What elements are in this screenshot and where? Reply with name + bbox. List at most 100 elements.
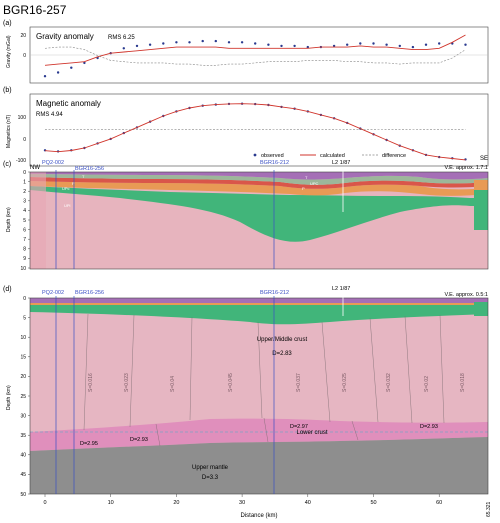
lower-crust-densities: D=2.95 D=2.93 D=2.97 D=2.93: [80, 424, 438, 447]
observed-point: [359, 42, 362, 45]
panel-a-label: (a): [3, 20, 12, 27]
density-label: D=2.93: [420, 424, 438, 430]
ytick-label: 7: [23, 237, 26, 243]
observed-point: [122, 47, 126, 50]
susceptibility-label: S=0.018: [460, 373, 466, 392]
observed-point: [293, 44, 296, 48]
panel-d-xticks: 0 10 20 30 40 50 60: [43, 494, 442, 506]
observed-point: [56, 71, 60, 74]
observed-point: [398, 44, 401, 48]
observed-point: [214, 39, 217, 43]
panel-a-ylabel: Gravity (mGal): [6, 35, 12, 68]
xtick-label: 30: [239, 500, 245, 506]
panel-c-nw: NW: [30, 165, 40, 171]
panel-c-se: SE: [480, 156, 488, 162]
profile-label-l2: L2 1/87: [332, 286, 350, 292]
layer-tag: T: [305, 175, 308, 180]
ytick-label: 0: [23, 296, 26, 302]
calculated-line: [44, 103, 466, 161]
observed-point: [372, 42, 375, 45]
xtick-label: 60: [436, 500, 442, 506]
calculated-line: [44, 34, 466, 66]
ytick-label: 25: [20, 394, 26, 400]
observed-point: [135, 44, 139, 48]
panel-c-profiles: PQ2-002 BGR16-256 BGR16-212 L2 1/87: [42, 160, 350, 269]
ytick-label: 35: [20, 433, 26, 439]
ytick-label: 30: [20, 413, 26, 419]
legend-observed-marker: [253, 153, 257, 157]
difference-line: [44, 46, 466, 66]
upper-crust-density: D=2.83: [272, 351, 292, 357]
magnetic-plot: [43, 102, 467, 161]
ytick-label: 9: [23, 256, 26, 262]
ytick-label: 15: [20, 355, 26, 361]
ytick-label: 0: [23, 170, 26, 176]
observed-point: [175, 41, 178, 44]
panel-a-ytick-0: 0: [23, 53, 26, 59]
ytick-label: 45: [20, 472, 26, 478]
layer-tag: P: [72, 181, 75, 186]
panel-b-ytick-m100: -100: [16, 158, 26, 164]
panel-d-yticks: 0 5 10 15 20 25 30 35 40 45 50: [20, 296, 30, 498]
susceptibility-label: S=0.037: [296, 373, 302, 392]
ytick-label: 10: [20, 335, 26, 341]
panel-c-frame: [29, 171, 489, 270]
xtick-label: 0: [43, 500, 46, 506]
susceptibility-label: S=0.04: [170, 376, 176, 392]
panel-c-label: (c): [3, 161, 11, 168]
observed-point: [306, 45, 309, 49]
legend: observed calculated difference: [253, 153, 406, 159]
ytick-label: 6: [23, 227, 26, 233]
panel-b-ytick-100: 100: [18, 115, 27, 121]
panel-d-xend: 65.321: [486, 501, 492, 517]
observed-point: [227, 41, 231, 44]
profile-label-pq2: PQ2-002: [42, 160, 64, 166]
ytick-label: 5: [23, 218, 26, 224]
panel-d-profiles: PQ2-002 BGR16-256 BGR16-212 L2 1/87: [42, 286, 350, 494]
observed-point: [201, 39, 204, 43]
ytick-label: 40: [20, 453, 26, 459]
ytick-label: 2: [23, 189, 26, 195]
figure-title: BGR16-257: [3, 3, 67, 17]
upper-crust-label: Upper/Middle crust: [257, 337, 308, 343]
profile-label-pq2: PQ2-002: [42, 290, 64, 296]
panel-d-section: [30, 298, 488, 494]
susceptibility-label: S=0.025: [342, 373, 348, 392]
observed-point: [346, 43, 349, 46]
ytick-label: 50: [20, 492, 26, 498]
upper-mantle-label: Upper mantle: [192, 465, 229, 471]
observed-point: [70, 66, 73, 69]
legend-difference-label: difference: [382, 153, 406, 159]
observed-point: [332, 44, 336, 48]
susceptibility-labels: S=0.016 S=0.023 S=0.04 S=0.045 S=0.037 S=0.02…: [88, 373, 466, 392]
observed-point: [148, 43, 152, 46]
ytick-label: 20: [20, 374, 26, 380]
panel-c-section: [30, 172, 488, 269]
panel-a-rms: RMS 6.25: [108, 35, 135, 41]
susceptibility-label: S=0.016: [88, 373, 94, 392]
profile-label-bgr212: BGR16-212: [260, 290, 289, 296]
ytick-label: 1: [23, 179, 26, 185]
panel-b-rms: RMS 4.94: [36, 112, 63, 118]
panel-d-xlabel: Distance (km): [240, 513, 277, 519]
xtick-label: 20: [173, 500, 179, 506]
observed-point: [267, 43, 270, 46]
panel-c-ylabel: Depth (km): [6, 207, 12, 232]
profile-label-l2: L2 1/87: [332, 160, 350, 166]
density-label: D=2.93: [130, 437, 148, 443]
panel-b-ytick-0: 0: [23, 137, 26, 143]
panel-b-label: (b): [3, 87, 12, 94]
observed-point: [464, 43, 467, 46]
layer-tag: UPC: [310, 181, 319, 186]
legend-observed-label: observed: [261, 153, 284, 159]
panel-b-frame: [29, 93, 489, 167]
density-label: D=2.95: [80, 441, 98, 447]
observed-point: [162, 42, 165, 45]
panel-d-ve: V.E. approx. 0.5:1: [444, 292, 488, 298]
density-label: D=2.97: [290, 424, 308, 430]
legend-calculated-label: calculated: [320, 153, 345, 159]
layer-tag: T: [82, 174, 85, 179]
gravity-plot: [43, 34, 467, 78]
panel-d-ylabel: Depth (km): [6, 385, 12, 410]
